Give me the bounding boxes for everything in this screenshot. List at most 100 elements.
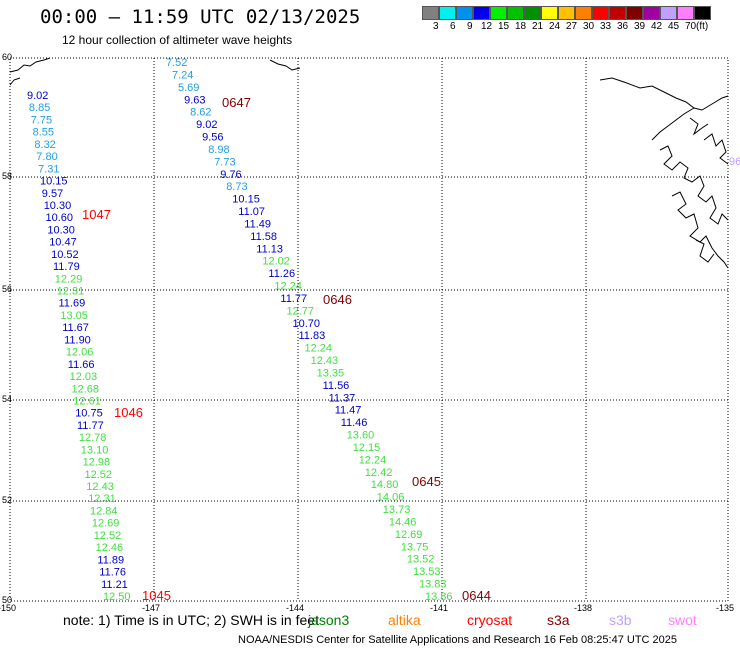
scale-swatch <box>575 6 592 20</box>
scale-swatch <box>592 6 609 20</box>
wave-height-value: 11.77 <box>280 293 307 305</box>
scale-label: 9 <box>467 21 473 32</box>
scale-label: 27 <box>566 21 578 32</box>
longitude-label: -144 <box>286 603 304 613</box>
latitude-label: 56 <box>2 284 12 294</box>
wave-height-value: 10.60 <box>46 212 74 224</box>
scale-swatch <box>439 6 456 20</box>
pass-time-labels: 0647 1047 0646 1046 0645 1045 0644 <box>82 95 491 603</box>
wave-height-value: 11.90 <box>64 334 91 346</box>
wave-height-value: 11.69 <box>59 298 86 310</box>
wave-height-value: 8.73 <box>226 181 247 193</box>
scale-swatch <box>660 6 677 20</box>
scale-label: 39 <box>634 21 646 32</box>
wave-height-value: 10.75 <box>75 408 103 420</box>
wave-height-value: 12.03 <box>70 371 98 383</box>
satellite-legend-item: s3b <box>609 612 632 628</box>
wave-height-value: 14.46 <box>389 517 417 529</box>
scale-label: (ft) <box>696 21 709 32</box>
scale-label: 70 <box>685 21 697 32</box>
wave-height-value: 12.68 <box>72 383 100 395</box>
scale-swatch <box>677 6 694 20</box>
wave-height-value: 14.80 <box>371 479 399 491</box>
wave-height-value: 13.52 <box>407 554 435 566</box>
scale-label: 3 <box>433 21 439 32</box>
coastline <box>9 57 729 269</box>
wave-height-value: 12.61 <box>73 396 101 408</box>
axis-labels: 60 58 56 54 52 50-150 -147 -144 -141 -138 -135 <box>0 52 734 613</box>
scale-label: 33 <box>600 21 612 32</box>
wave-height-value: 7.52 <box>166 57 187 69</box>
wave-height-value: 14.06 <box>377 492 405 504</box>
wave-height-value: 12.69 <box>92 518 120 530</box>
pass-time-label: 1045 <box>142 588 171 603</box>
satellite-legend-item: jason3 <box>308 612 350 628</box>
longitude-label: -147 <box>142 603 160 613</box>
wave-height-value: 11.21 <box>101 579 128 591</box>
wave-height-value: 11.13 <box>256 243 283 255</box>
scale-swatch <box>507 6 524 20</box>
wave-height-value: 12.50 <box>103 591 131 603</box>
wave-height-value: 10.70 <box>293 318 321 330</box>
scale-label: 42 <box>651 21 663 32</box>
wave-height-value: 12.42 <box>365 467 393 479</box>
scale-swatch <box>524 6 541 20</box>
wave-height-value: 11.46 <box>341 417 368 429</box>
wave-height-value: 12.98 <box>83 457 111 469</box>
wave-height-value: 12.29 <box>55 273 83 285</box>
wave-height-value: 11.56 <box>323 380 350 392</box>
wave-height-value: 13.60 <box>347 430 375 442</box>
wave-height-value: 10.15 <box>232 194 260 206</box>
longitude-label: -135 <box>716 603 734 613</box>
scale-swatch <box>473 6 490 20</box>
wave-height-value: 11.37 <box>329 392 356 404</box>
wave-height-value: 9.57 <box>42 188 63 200</box>
latitude-label: 58 <box>2 171 12 181</box>
wave-height-value: 13.35 <box>317 368 345 380</box>
wave-height-value: 11.49 <box>244 218 271 230</box>
longitude-label: -138 <box>574 603 592 613</box>
latitude-label: 60 <box>2 52 12 62</box>
wave-height-value: 13.53 <box>413 566 441 578</box>
wave-height-value: 10.30 <box>44 200 72 212</box>
pass-time-label: 0647 <box>222 95 251 110</box>
pass-time-label: 1047 <box>82 207 111 222</box>
wave-height-value: 12.78 <box>79 432 107 444</box>
wave-height-value: 7.31 <box>38 163 59 175</box>
wave-height-value: 9.02 <box>27 90 48 102</box>
color-scale-bar <box>422 6 711 20</box>
longitude-label: -150 <box>0 603 16 613</box>
pass-time-label: 0646 <box>323 292 352 307</box>
scale-label: 21 <box>532 21 544 32</box>
wave-height-value: 13.73 <box>383 504 411 516</box>
wave-height-value: 12.15 <box>353 442 381 454</box>
units-note: note: 1) Time is in UTC; 2) SWH is in fe… <box>63 612 319 628</box>
wave-height-value: 10.52 <box>51 249 79 261</box>
scale-label: 18 <box>515 21 527 32</box>
scale-swatch <box>609 6 626 20</box>
wave-height-value: 11.89 <box>97 554 124 566</box>
wave-height-value: 11.07 <box>238 206 265 218</box>
grid-lines <box>10 58 728 601</box>
scale-swatch <box>558 6 575 20</box>
scale-swatch <box>541 6 558 20</box>
wave-height-value: 13.83 <box>419 579 447 591</box>
scale-label: 45 <box>668 21 680 32</box>
latitude-label: 54 <box>2 394 12 404</box>
map-title: 00:00 — 11:59 UTC 02/13/2025 <box>40 6 361 28</box>
wave-height-value: 12.24 <box>359 454 387 466</box>
wave-height-value: 11.77 <box>77 420 104 432</box>
map-frame <box>9 57 729 602</box>
wave-height-value: 13.86 <box>425 591 453 603</box>
wave-height-value: 8.98 <box>208 144 229 156</box>
wave-height-value: 7.73 <box>214 156 235 168</box>
wave-height-value: 13.10 <box>81 444 109 456</box>
wave-height-value: 13.75 <box>401 541 429 553</box>
scale-label: 6 <box>450 21 456 32</box>
wave-height-value: 12.31 <box>88 493 116 505</box>
wave-height-value: 8.32 <box>34 139 55 151</box>
wave-height-value: 9.63 <box>184 94 205 106</box>
wave-height-value: 12.69 <box>395 529 423 541</box>
scale-swatch <box>694 6 711 20</box>
wave-height-value: 10.15 <box>40 176 68 188</box>
